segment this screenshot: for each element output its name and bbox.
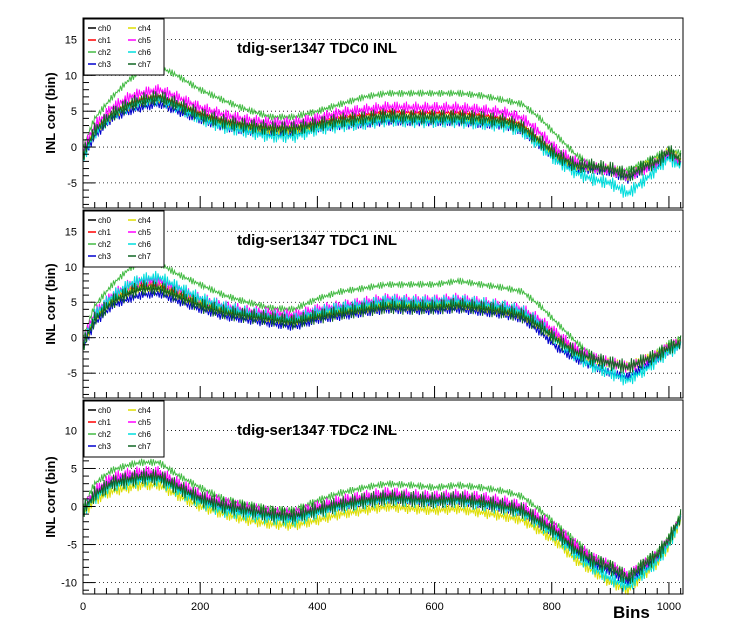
plot-frame bbox=[82, 399, 684, 595]
y-tick-label: 5 bbox=[71, 463, 77, 475]
x-axis-label: Bins bbox=[613, 603, 650, 622]
legend-label-ch1: ch1 bbox=[98, 36, 111, 45]
y-tick-label: 0 bbox=[71, 333, 77, 345]
chart-title: tdig-ser1347 TDC0 INL bbox=[237, 40, 397, 57]
x-tick-label: 0 bbox=[80, 601, 86, 613]
x-tick-label: 400 bbox=[308, 601, 326, 613]
legend-label-ch3: ch3 bbox=[98, 60, 111, 69]
y-tick-label: 0 bbox=[71, 502, 77, 514]
series-line-ch5 bbox=[82, 466, 682, 582]
legend-box bbox=[83, 210, 165, 268]
legend-label-ch2: ch2 bbox=[98, 48, 111, 57]
legend-label-ch3: ch3 bbox=[98, 442, 111, 451]
plot-frame bbox=[82, 209, 684, 399]
series-line-ch2 bbox=[82, 259, 682, 370]
x-tick-label: 800 bbox=[543, 601, 561, 613]
legend-box bbox=[83, 400, 165, 458]
legend-label-ch5: ch5 bbox=[138, 228, 151, 237]
series-line-ch2 bbox=[82, 64, 682, 173]
legend-label-ch7: ch7 bbox=[138, 252, 151, 261]
series-group bbox=[82, 458, 682, 595]
legend-label-ch4: ch4 bbox=[138, 24, 151, 33]
series-group bbox=[82, 64, 682, 198]
legend-label-ch7: ch7 bbox=[138, 442, 151, 451]
legend: ch0 ch1 ch2 ch3 ch4 ch5 ch6 ch7 bbox=[83, 18, 165, 76]
chart-title: tdig-ser1347 TDC1 INL bbox=[237, 232, 397, 249]
legend-label-ch4: ch4 bbox=[138, 216, 151, 225]
y-tick-label: 15 bbox=[65, 35, 77, 47]
legend-label-ch0: ch0 bbox=[98, 24, 111, 33]
y-tick-label: -5 bbox=[67, 178, 77, 190]
x-tick-label: 600 bbox=[425, 601, 443, 613]
legend-label-ch5: ch5 bbox=[138, 36, 151, 45]
series-group bbox=[82, 259, 682, 386]
legend: ch0 ch1 ch2 ch3 ch4 ch5 ch6 ch7 bbox=[83, 400, 165, 458]
y-tick-label: 5 bbox=[71, 106, 77, 118]
legend-label-ch2: ch2 bbox=[98, 430, 111, 439]
y-axis-label: INL corr (bin) bbox=[43, 263, 58, 344]
legend: ch0 ch1 ch2 ch3 ch4 ch5 ch6 ch7 bbox=[83, 210, 165, 268]
y-tick-label: 10 bbox=[65, 425, 77, 437]
series-line-ch4 bbox=[82, 479, 682, 595]
series-line-ch7 bbox=[82, 280, 682, 374]
x-tick-label: 1000 bbox=[657, 601, 681, 613]
legend-label-ch7: ch7 bbox=[138, 60, 151, 69]
chart-panel-1: -5 0 5 10 15 INL corr (bin) tdig-ser1347 TDC1 … bbox=[43, 209, 684, 399]
y-tick-label: -5 bbox=[67, 368, 77, 380]
y-tick-label: 5 bbox=[71, 297, 77, 309]
chart-title: tdig-ser1347 TDC2 INL bbox=[237, 422, 397, 439]
y-axis-label: INL corr (bin) bbox=[43, 72, 58, 153]
y-tick-label: -5 bbox=[67, 540, 77, 552]
x-tick-label: 200 bbox=[191, 601, 209, 613]
legend-label-ch0: ch0 bbox=[98, 216, 111, 225]
plot-frame bbox=[82, 17, 684, 209]
chart-panel-0: -5 0 5 10 15 INL corr (bin) tdig-ser1347 TDC0 … bbox=[43, 17, 684, 209]
legend-label-ch6: ch6 bbox=[138, 48, 151, 57]
legend-label-ch1: ch1 bbox=[98, 228, 111, 237]
series-line-ch7 bbox=[82, 468, 682, 584]
legend-label-ch3: ch3 bbox=[98, 252, 111, 261]
legend-label-ch6: ch6 bbox=[138, 430, 151, 439]
chart-panel-2: -10 -5 0 5 10 INL corr (bin) tdig-ser1347 TDC2… bbox=[43, 399, 684, 622]
legend-label-ch6: ch6 bbox=[138, 240, 151, 249]
series-line-ch4 bbox=[82, 282, 682, 372]
y-axis-label: INL corr (bin) bbox=[43, 456, 58, 537]
legend-label-ch0: ch0 bbox=[98, 406, 111, 415]
legend-box bbox=[83, 18, 165, 76]
legend-label-ch1: ch1 bbox=[98, 418, 111, 427]
y-tick-label: 10 bbox=[65, 70, 77, 82]
legend-label-ch2: ch2 bbox=[98, 240, 111, 249]
series-line-ch5 bbox=[82, 84, 682, 181]
series-line-ch6 bbox=[82, 270, 682, 386]
legend-label-ch5: ch5 bbox=[138, 418, 151, 427]
legend-label-ch4: ch4 bbox=[138, 406, 151, 415]
series-line-ch7 bbox=[82, 90, 682, 182]
y-tick-label: 15 bbox=[65, 226, 77, 238]
y-tick-label: 0 bbox=[71, 142, 77, 154]
y-tick-label: 10 bbox=[65, 262, 77, 274]
y-tick-label: -10 bbox=[61, 578, 77, 590]
